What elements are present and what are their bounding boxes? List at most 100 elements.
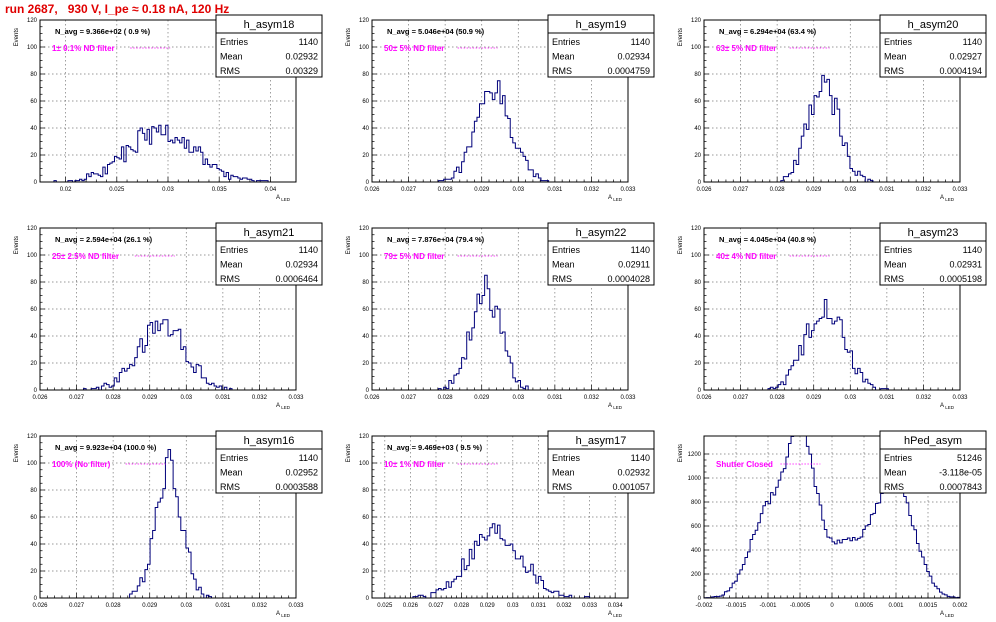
stats-label: RMS (220, 66, 240, 76)
x-tick-label: 0.028 (454, 603, 470, 609)
x-tick-label: 0.027 (401, 395, 417, 401)
y-axis-label: Events (678, 444, 684, 462)
stats-label: Mean (552, 468, 575, 478)
navg-label: N_avg = 2.594e+04 (26.1 %) (55, 235, 153, 244)
y-axis-label: Events (346, 28, 352, 46)
y-tick-label: 100 (691, 253, 702, 259)
y-tick-label: 0 (34, 180, 38, 186)
navg-label: N_avg = 4.045e+04 (40.8 %) (719, 235, 817, 244)
x-tick-label: 0.032 (252, 603, 268, 609)
navg-label: N_avg = 9.469e+03 ( 9.5 %) (387, 443, 483, 452)
x-tick-label: 0.03 (507, 603, 519, 609)
stats-value: 1140 (631, 453, 650, 463)
x-tick-label: 0.032 (556, 603, 572, 609)
y-axis-label: Events (14, 444, 20, 462)
x-tick-label: 0.032 (916, 187, 932, 193)
x-tick-label: 0.026 (696, 187, 712, 193)
histogram-panel-h_asym20: 0.026 0.027 0.028 0.029 0.03 0.031 0.032 0.033 0… (678, 14, 987, 202)
x-tick-label: 0.028 (438, 187, 454, 193)
y-tick-label: 0 (366, 180, 370, 186)
x-tick-label: 0.032 (916, 395, 932, 401)
navg-label: N_avg = 7.876e+04 (79.4 %) (387, 235, 485, 244)
filter-label: 100% (No filter) (52, 460, 111, 469)
stats-label: RMS (884, 482, 904, 492)
x-tick-label: 0.029 (480, 603, 496, 609)
x-tick-label: 0.028 (106, 603, 122, 609)
x-tick-label: -0.0005 (790, 603, 811, 609)
y-axis-label: Events (346, 236, 352, 254)
x-tick-label: 0.031 (215, 395, 231, 401)
x-tick-label: 0.0015 (919, 603, 938, 609)
stats-box: h_asym20 Entries 1140 Mean 0.02927 RMS 0.00041… (879, 14, 987, 78)
stats-label: Entries (552, 453, 581, 463)
stats-title: h_asym23 (908, 227, 959, 239)
histogram-bars (40, 124, 296, 182)
stats-value: 0.0004759 (607, 66, 650, 76)
x-tick-label: 0.028 (106, 395, 122, 401)
x-tick-label: 0.027 (428, 603, 444, 609)
stats-label: Mean (220, 260, 243, 270)
x-tick-label: 0.033 (952, 187, 968, 193)
y-tick-label: 100 (359, 45, 370, 51)
x-tick-label: 0.029 (806, 395, 822, 401)
x-axis-label: A LED (608, 195, 623, 202)
y-tick-label: 20 (694, 153, 701, 159)
x-axis-label-sub: LED (612, 197, 623, 202)
y-tick-label: 20 (30, 569, 37, 575)
x-tick-label: -0.001 (759, 603, 777, 609)
x-tick-label: 0.029 (142, 603, 158, 609)
stats-value: 0.02932 (285, 52, 318, 62)
x-tick-label: 0.033 (288, 603, 304, 609)
stats-box: h_asym19 Entries 1140 Mean 0.02934 RMS 0.00047… (547, 14, 655, 78)
histogram-panel-h_asym16: 0.026 0.027 0.028 0.029 0.03 0.031 0.032 0.033 0… (14, 430, 323, 618)
x-tick-label: 0.027 (401, 187, 417, 193)
x-tick-label: 0.035 (212, 187, 228, 193)
stats-label: RMS (552, 482, 572, 492)
x-tick-label: 0.04 (265, 187, 277, 193)
stats-value: 0.0003588 (275, 482, 318, 492)
histogram-panel-h_asym21: 0.026 0.027 0.028 0.029 0.03 0.031 0.032 0.033 0… (14, 222, 323, 410)
x-tick-label: 0.033 (620, 395, 636, 401)
histogram-panel-h_asym18: 0.02 0.025 0.03 0.035 0.04 0 20 40 60 80 100 120 Eve… (14, 14, 323, 202)
stats-value: 1140 (631, 37, 650, 47)
y-tick-label: 40 (30, 542, 37, 548)
x-tick-label: 0.025 (377, 603, 393, 609)
y-tick-label: 20 (694, 361, 701, 367)
page-title: run 2687, 930 V, I_pe ≈ 0.18 nA, 120 Hz (5, 2, 230, 16)
filter-label: 40± 4% ND filter (716, 252, 776, 261)
x-tick-label: 0.029 (806, 187, 822, 193)
filter-label: Shutter Closed (716, 460, 773, 469)
y-tick-label: 40 (362, 126, 369, 132)
stats-body-box (547, 240, 655, 286)
y-tick-label: 120 (359, 18, 370, 24)
y-tick-label: 0 (34, 388, 38, 394)
stats-value: 0.02952 (285, 468, 318, 478)
x-tick-label: 0.026 (32, 603, 48, 609)
y-tick-label: 0 (698, 388, 702, 394)
y-tick-label: 60 (362, 307, 369, 313)
stats-label: RMS (552, 274, 572, 284)
x-axis-label-sub: LED (612, 613, 623, 618)
stats-label: Mean (552, 52, 575, 62)
x-axis-label: A LED (940, 195, 955, 202)
stats-value: 1140 (963, 37, 982, 47)
x-tick-label: 0.001 (888, 603, 904, 609)
x-tick-label: 0.031 (215, 603, 231, 609)
stats-label: Entries (884, 37, 913, 47)
stats-label: RMS (884, 274, 904, 284)
x-axis-label: A LED (608, 611, 623, 618)
y-tick-label: 120 (359, 434, 370, 440)
stats-title: hPed_asym (904, 435, 962, 447)
stats-box: h_asym17 Entries 1140 Mean 0.02932 RMS 0.00105… (547, 430, 655, 494)
y-tick-label: 20 (362, 361, 369, 367)
histogram-bars (372, 274, 628, 390)
y-axis-label: Events (678, 28, 684, 46)
navg-label: N_avg = 9.366e+02 ( 0.9 %) (55, 27, 151, 36)
y-tick-label: 120 (691, 18, 702, 24)
y-tick-label: 0 (366, 388, 370, 394)
stats-value: 1140 (299, 245, 318, 255)
y-tick-label: 80 (30, 488, 37, 494)
stats-label: Mean (884, 260, 907, 270)
y-tick-label: 80 (362, 280, 369, 286)
